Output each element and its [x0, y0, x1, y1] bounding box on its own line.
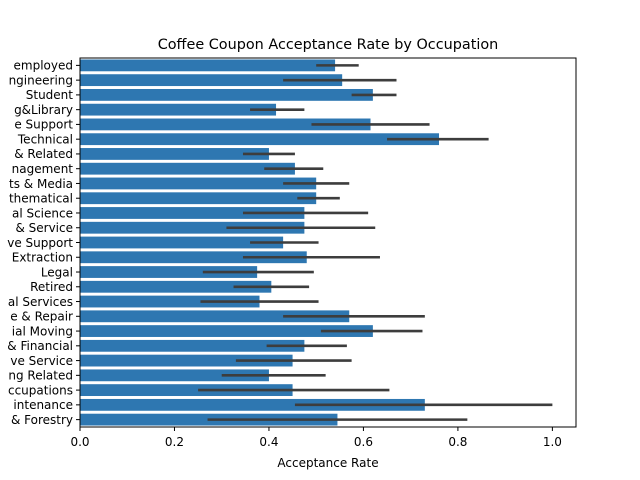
bar — [80, 74, 343, 87]
x-tick-label: 0.6 — [354, 435, 373, 449]
y-tick-label: al Services — [8, 295, 73, 309]
bar — [80, 251, 307, 264]
bar — [80, 133, 440, 146]
y-tick-label: Legal — [41, 265, 73, 279]
y-tick-label: ial Moving — [12, 324, 73, 338]
bar — [80, 103, 277, 116]
y-tick-label: ve Service — [10, 354, 73, 368]
y-tick-label: ng Related — [8, 369, 73, 383]
bar — [80, 207, 305, 219]
y-tick-label: al Science — [12, 206, 73, 220]
x-tick-label: 0.4 — [259, 435, 278, 449]
bar — [80, 192, 317, 205]
y-tick-label: g&Library — [14, 103, 73, 117]
y-tick-label: intenance — [13, 398, 73, 412]
y-tick-label: e Support — [14, 118, 73, 132]
x-tick-label: 0.2 — [165, 435, 184, 449]
y-tick-label: Retired — [30, 280, 73, 294]
y-tick-label: Extraction — [12, 251, 73, 265]
y-tick-label: employed — [14, 59, 73, 73]
y-tick-label: nagement — [12, 162, 74, 176]
bar — [80, 295, 260, 308]
y-tick-label: & Forestry — [11, 413, 73, 427]
y-tick-label: e & Repair — [10, 310, 73, 324]
bar — [80, 310, 350, 323]
bar — [80, 384, 293, 397]
x-axis: 0.0 0.2 0.4 0.6 0.8 1.0 — [70, 427, 562, 449]
y-tick-label: & Service — [15, 221, 73, 235]
y-tick-label: ve Support — [7, 236, 73, 250]
y-tick-label: thematical — [9, 192, 73, 206]
bar — [80, 354, 293, 367]
bar — [80, 177, 317, 190]
bar — [80, 148, 269, 160]
bar — [80, 221, 305, 234]
bar — [80, 325, 373, 337]
plot-frame — [79, 57, 577, 428]
bar — [80, 280, 272, 293]
bars-group — [80, 59, 440, 426]
bar — [80, 369, 269, 382]
y-tick-label: & Financial — [7, 339, 73, 353]
bar — [80, 88, 373, 101]
errorbars-group — [198, 64, 553, 421]
y-tick-label: ngineering — [9, 73, 73, 87]
bar — [80, 398, 425, 411]
chart-title: Coffee Coupon Acceptance Rate by Occupat… — [158, 37, 499, 53]
y-tick-label: ccupations — [8, 383, 73, 397]
bar — [80, 59, 336, 72]
bar — [80, 339, 305, 352]
x-tick-label: 0.0 — [70, 435, 89, 449]
bar — [80, 162, 295, 175]
bar — [80, 266, 258, 278]
x-axis-label: Acceptance Rate — [277, 456, 378, 470]
y-tick-label: & Related — [14, 147, 73, 161]
bar — [80, 118, 371, 131]
bar — [80, 236, 284, 249]
x-tick-label: 1.0 — [543, 435, 562, 449]
y-tick-label: Student — [26, 88, 74, 102]
x-tick-label: 0.8 — [448, 435, 467, 449]
y-tick-label: ts & Media — [9, 177, 73, 191]
y-tick-label: Technical — [17, 132, 73, 146]
